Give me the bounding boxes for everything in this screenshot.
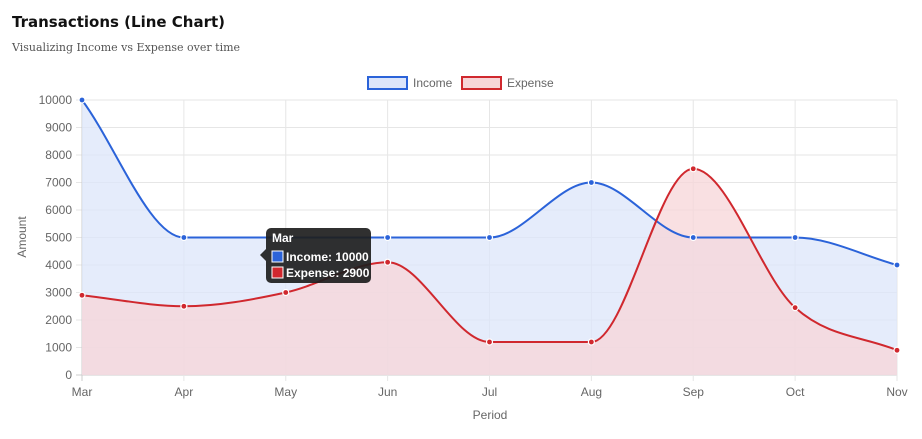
page-subtitle: Visualizing Income vs Expense over time <box>12 41 241 54</box>
tooltip-caret <box>260 249 266 261</box>
expense-point <box>587 338 595 346</box>
y-tick-label: 8000 <box>45 148 72 162</box>
tooltip-swatch-expense <box>271 266 284 279</box>
expense-point <box>384 258 392 266</box>
chart-tooltip: Mar Income: 10000 Expense: 2900 <box>260 228 371 283</box>
page-title: Transactions (Line Chart) <box>12 13 226 31</box>
y-tick-label: 5000 <box>45 231 72 245</box>
tooltip-line-income: Income: 10000 <box>286 250 369 264</box>
y-tick-label: 7000 <box>45 176 72 190</box>
tooltip-title: Mar <box>272 231 294 245</box>
legend-label-expense: Expense <box>507 76 554 90</box>
income-point <box>893 261 901 269</box>
income-point <box>78 96 86 104</box>
income-point <box>485 233 494 242</box>
y-axis-ticks: 0 1000 2000 3000 4000 5000 6000 7000 8000 9000 100… <box>39 93 73 382</box>
y-tick-label: 2000 <box>45 313 72 327</box>
expense-point <box>282 288 290 297</box>
legend-swatch-income <box>367 76 408 90</box>
legend-swatch-expense <box>461 76 502 90</box>
y-tick-label: 1000 <box>45 341 72 355</box>
y-tick-label: 6000 <box>45 203 72 217</box>
y-axis-title: Amount <box>15 216 29 258</box>
x-tick-label: Nov <box>886 385 907 399</box>
expense-point <box>180 302 188 310</box>
x-tick-label: Apr <box>175 385 194 399</box>
y-tick-label: 4000 <box>45 258 72 272</box>
y-tick-label: 9000 <box>45 121 72 135</box>
y-tick-label: 0 <box>65 368 72 382</box>
x-tick-label: Oct <box>786 385 805 399</box>
y-tick-label: 10000 <box>39 93 73 107</box>
expense-point <box>78 291 86 299</box>
expense-point <box>485 338 494 346</box>
x-tick-label: Jun <box>378 385 397 399</box>
expense-point <box>893 346 901 354</box>
income-point <box>791 233 799 242</box>
x-tick-label: Jul <box>482 385 497 399</box>
income-point <box>384 233 392 242</box>
x-tick-label: Aug <box>581 385 602 399</box>
x-axis-title: Period <box>473 408 508 422</box>
tooltip-box <box>266 228 371 283</box>
x-axis-ticks: Mar Apr May Jun Jul Aug Sep Oct Nov <box>72 385 908 399</box>
tooltip-swatch-income <box>271 250 284 263</box>
y-tick-label: 3000 <box>45 286 72 300</box>
expense-area <box>82 168 897 375</box>
income-point <box>180 233 188 242</box>
income-point <box>587 178 595 187</box>
x-tick-label: Sep <box>683 385 705 399</box>
x-tick-label: Mar <box>72 385 93 399</box>
expense-line <box>81 167 898 352</box>
expense-point <box>689 165 697 173</box>
income-point <box>689 233 697 242</box>
legend-label-income: Income <box>413 76 453 90</box>
x-tick-label: May <box>274 385 297 399</box>
chart-points <box>78 96 901 354</box>
expense-point <box>791 304 799 312</box>
tooltip-line-expense: Expense: 2900 <box>286 266 370 280</box>
chart-legend: Income Expense <box>367 76 554 90</box>
